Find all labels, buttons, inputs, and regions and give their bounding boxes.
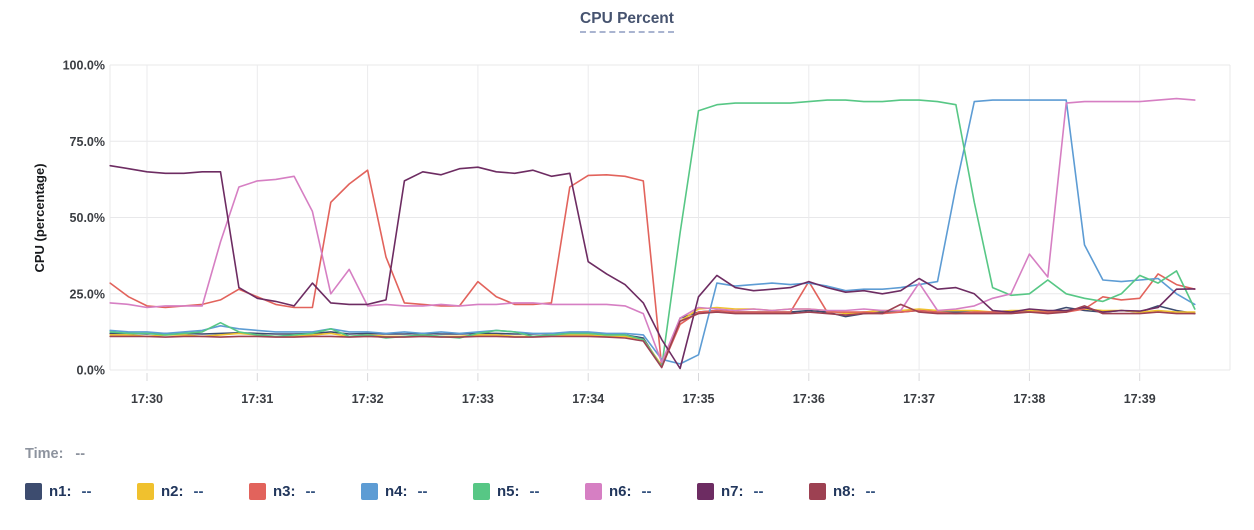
series-line-n8[interactable] xyxy=(109,303,1196,369)
legend-label-n7: n7: xyxy=(721,483,744,500)
legend-value-n5: -- xyxy=(529,483,540,500)
y-axis-tick-label: 75.0% xyxy=(70,135,105,149)
x-axis-tick-label: 17:37 xyxy=(903,392,935,406)
legend-item-n8[interactable]: n8: -- xyxy=(809,483,921,500)
legend-label-n2: n2: xyxy=(161,483,184,500)
cpu-percent-line-chart[interactable]: 0.0% 25.0% 50.0% 75.0% 100.0% 17:30 17:31 17:32… xyxy=(0,0,1254,430)
legend-value-n6: -- xyxy=(641,483,652,500)
chart-title[interactable]: CPU Percent xyxy=(580,10,674,33)
x-axis-tick-label: 17:36 xyxy=(793,392,825,406)
y-axis-tick-label: 50.0% xyxy=(70,211,105,225)
legend-item-n6[interactable]: n6: -- xyxy=(585,483,697,500)
legend-value-n1: -- xyxy=(81,483,92,500)
time-row: Time: -- xyxy=(25,446,85,462)
x-axis-tick-label: 17:32 xyxy=(352,392,384,406)
x-axis-tick-label: 17:35 xyxy=(683,392,715,406)
legend-label-n1: n1: xyxy=(49,483,72,500)
legend-value-n3: -- xyxy=(305,483,316,500)
series-legend: n1: -- n2: -- n3: -- n4: -- n5: -- n6: -- n7: -- n8: -- xyxy=(25,483,921,500)
legend-item-n5[interactable]: n5: -- xyxy=(473,483,585,500)
x-axis-tick-label: 17:30 xyxy=(131,392,163,406)
time-label: Time: xyxy=(25,446,64,462)
x-axis-tick-label: 17:34 xyxy=(572,392,604,406)
legend-value-n4: -- xyxy=(417,483,428,500)
legend-value-n8: -- xyxy=(865,483,876,500)
legend-item-n3[interactable]: n3: -- xyxy=(249,483,361,500)
legend-swatch-n5 xyxy=(473,483,490,500)
legend-label-n8: n8: xyxy=(833,483,856,500)
legend-item-n4[interactable]: n4: -- xyxy=(361,483,473,500)
y-axis-tick-label: 25.0% xyxy=(70,287,105,301)
y-axis-tick-label: 100.0% xyxy=(63,59,105,73)
legend-swatch-n2 xyxy=(137,483,154,500)
legend-swatch-n6 xyxy=(585,483,602,500)
legend-item-n7[interactable]: n7: -- xyxy=(697,483,809,500)
legend-label-n3: n3: xyxy=(273,483,296,500)
y-axis-tick-label: 0.0% xyxy=(77,364,106,378)
series-line-n7[interactable] xyxy=(109,164,1196,370)
legend-swatch-n3 xyxy=(249,483,266,500)
x-axis-tick-label: 17:38 xyxy=(1013,392,1045,406)
y-axis-title: CPU (percentage) xyxy=(32,163,47,272)
legend-label-n6: n6: xyxy=(609,483,632,500)
legend-swatch-n8 xyxy=(809,483,826,500)
x-axis-tick-label: 17:31 xyxy=(241,392,273,406)
legend-swatch-n7 xyxy=(697,483,714,500)
x-axis-tick-label: 17:33 xyxy=(462,392,494,406)
legend-value-n7: -- xyxy=(753,483,764,500)
legend-swatch-n1 xyxy=(25,483,42,500)
chart-title-wrap: CPU Percent xyxy=(0,10,1254,33)
time-value: -- xyxy=(75,446,86,462)
legend-label-n4: n4: xyxy=(385,483,408,500)
series-line-n5[interactable] xyxy=(109,99,1196,368)
legend-value-n2: -- xyxy=(193,483,204,500)
series-line-n4[interactable] xyxy=(109,99,1196,365)
legend-label-n5: n5: xyxy=(497,483,520,500)
legend-item-n1[interactable]: n1: -- xyxy=(25,483,137,500)
legend-swatch-n4 xyxy=(361,483,378,500)
x-axis-tick-label: 17:39 xyxy=(1124,392,1156,406)
legend-item-n2[interactable]: n2: -- xyxy=(137,483,249,500)
series-line-n6[interactable] xyxy=(109,97,1196,364)
